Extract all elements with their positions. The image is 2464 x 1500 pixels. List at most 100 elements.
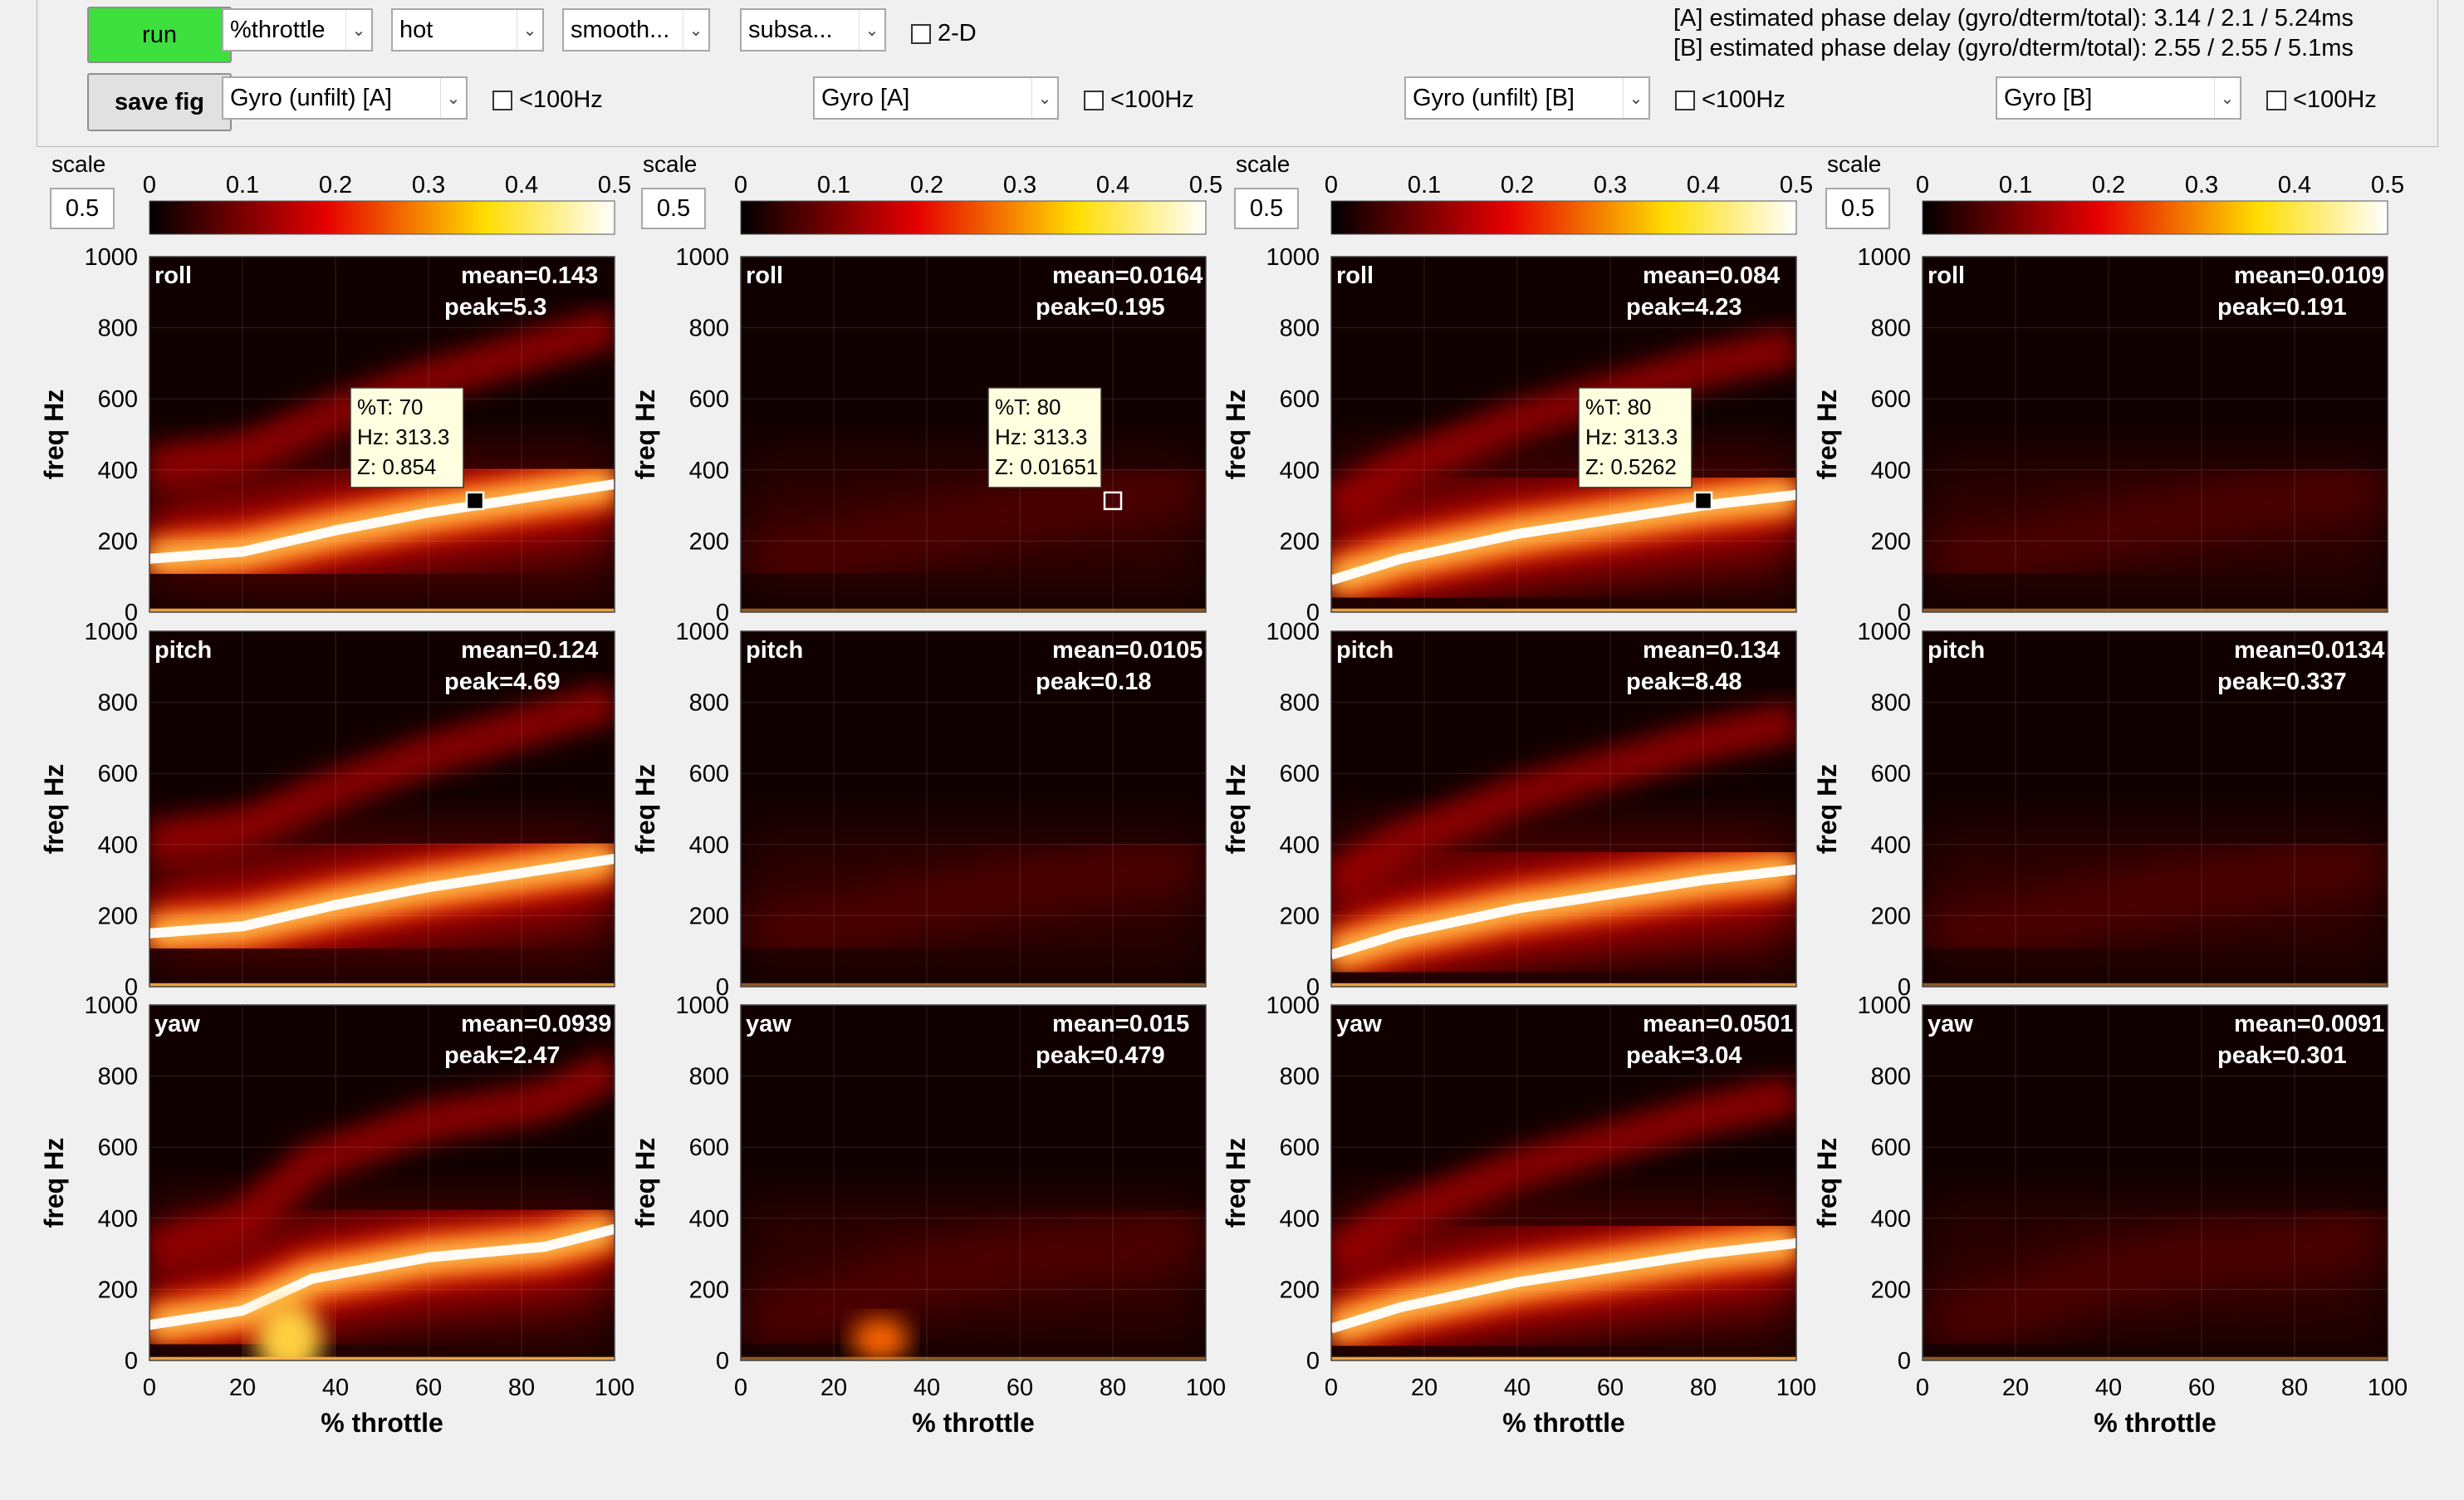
source-dropdown-col2[interactable]: Gyro [A] ⌄ — [813, 76, 1059, 120]
panel-axis-label: pitch — [154, 637, 212, 664]
colorbar-tick-label: 0.3 — [1003, 172, 1036, 199]
checkbox-box[interactable] — [2266, 90, 2286, 110]
y-tick-label: 400 — [1871, 832, 1911, 859]
y-tick-label: 1000 — [675, 619, 729, 645]
y-tick-label: 0 — [125, 1348, 138, 1375]
x-axis-label: % throttle — [1502, 1408, 1625, 1438]
panel-peak: peak=0.479 — [1036, 1042, 1165, 1069]
y-tick-label: 200 — [689, 1277, 729, 1303]
y-tick-label: 200 — [1871, 528, 1911, 555]
y-tick-label: 400 — [689, 1206, 729, 1233]
colorbar-tick-label: 0 — [1325, 172, 1338, 199]
y-tick-label: 1000 — [1857, 619, 1911, 645]
y-axis-label: freq Hz — [1221, 1138, 1251, 1228]
colorbar — [740, 200, 1207, 235]
y-tick-label: 600 — [98, 386, 138, 413]
x-tick-label: 0 — [143, 1375, 156, 1401]
y-axis-label: freq Hz — [39, 1138, 69, 1228]
scale-label-col3: scale — [1236, 151, 1291, 177]
x-tick-label: 100 — [1186, 1375, 1226, 1401]
y-tick-label: 400 — [98, 832, 138, 859]
checkbox-box[interactable] — [1084, 90, 1104, 110]
y-tick-label: 0 — [716, 600, 729, 626]
scale-input-col1[interactable]: 0.5 — [50, 188, 115, 229]
colormap-dropdown[interactable]: hot ⌄ — [391, 8, 544, 51]
colorbar-tick-label: 0.4 — [1096, 172, 1129, 199]
subsample-dropdown[interactable]: subsa... ⌄ — [740, 8, 886, 51]
scale-input-col3[interactable]: 0.5 — [1234, 188, 1299, 229]
y-tick-label: 0 — [1898, 974, 1911, 1001]
y-tick-label: 400 — [1871, 1206, 1911, 1233]
datatip-line: %T: 80 — [1585, 395, 1652, 419]
y-tick-label: 800 — [98, 316, 138, 342]
smoothing-dropdown[interactable]: smooth... ⌄ — [562, 8, 710, 51]
chevron-down-icon: ⌄ — [345, 10, 371, 50]
chevron-down-icon: ⌄ — [2214, 78, 2240, 118]
datatip-line: %T: 80 — [995, 395, 1061, 419]
source-dropdown-col3[interactable]: Gyro (unfilt) [B] ⌄ — [1404, 76, 1650, 120]
colorbar — [1922, 200, 2388, 235]
y-tick-label: 800 — [689, 1064, 729, 1091]
panel-peak: peak=0.301 — [2217, 1042, 2347, 1069]
checkbox-box[interactable] — [1675, 90, 1695, 110]
save-fig-button[interactable]: save fig — [87, 73, 232, 131]
y-axis-label: freq Hz — [1221, 764, 1251, 854]
x-tick-label: 80 — [1100, 1375, 1126, 1401]
panel-axis-label: pitch — [1928, 637, 1985, 664]
x-tick-label: 100 — [2368, 1375, 2408, 1401]
smoothing-value: smooth... — [571, 16, 670, 43]
lt100-label: <100Hz — [2293, 86, 2377, 113]
colorbar-tick-label: 0.3 — [2185, 172, 2218, 199]
datatip-line: %T: 70 — [357, 395, 424, 419]
y-tick-label: 600 — [1280, 1135, 1320, 1161]
scale-label-col2: scale — [643, 151, 698, 177]
datatip-marker[interactable] — [1103, 491, 1123, 511]
two-d-checkbox[interactable]: 2-D — [911, 20, 977, 47]
panel-mean: mean=0.0091 — [2234, 1011, 2384, 1037]
lt100-checkbox-col2[interactable]: <100Hz — [1084, 86, 1194, 114]
x-tick-label: 0 — [734, 1375, 747, 1401]
y-tick-label: 1000 — [84, 619, 138, 645]
datatip-marker[interactable] — [1693, 491, 1713, 511]
y-tick-label: 200 — [98, 903, 138, 929]
colorbar-tick-label: 0 — [1916, 172, 1929, 199]
panel-axis-label: pitch — [746, 637, 803, 664]
x-tick-label: 60 — [1597, 1375, 1624, 1401]
source-dropdown-col4[interactable]: Gyro [B] ⌄ — [1996, 76, 2241, 120]
source-value: Gyro (unfilt) [A] — [230, 84, 392, 111]
lt100-label: <100Hz — [519, 86, 603, 113]
y-tick-label: 600 — [98, 1135, 138, 1161]
datatip-marker[interactable] — [465, 491, 485, 511]
heatmap-panel-roll: 0 200 400 600 800 1000 freq Hz roll mean=0.0109 p… — [1812, 244, 2388, 626]
panel-mean: mean=0.084 — [1643, 262, 1780, 289]
datatip-line: Hz: 313.3 — [995, 424, 1087, 449]
y-tick-label: 600 — [1871, 761, 1911, 787]
x-mode-dropdown[interactable]: %throttle ⌄ — [222, 8, 373, 51]
lt100-label: <100Hz — [1110, 86, 1194, 113]
two-d-label: 2-D — [938, 20, 977, 47]
checkbox-box[interactable] — [911, 23, 931, 44]
source-value: Gyro (unfilt) [B] — [1413, 84, 1575, 111]
x-tick-label: 100 — [1776, 1375, 1816, 1401]
panel-axis-label: yaw — [1336, 1011, 1382, 1037]
y-tick-label: 600 — [689, 386, 729, 413]
lt100-checkbox-col3[interactable]: <100Hz — [1675, 86, 1786, 114]
y-tick-label: 800 — [1871, 1064, 1911, 1091]
scale-label-col4: scale — [1827, 151, 1882, 177]
source-dropdown-col1[interactable]: Gyro (unfilt) [A] ⌄ — [222, 76, 468, 120]
scale-input-col2[interactable]: 0.5 — [641, 188, 706, 229]
scale-label-col1: scale — [51, 151, 106, 177]
lt100-checkbox-col4[interactable]: <100Hz — [2266, 86, 2377, 114]
x-mode-value: %throttle — [230, 16, 326, 43]
heatmap-panel-roll: 0 200 400 600 800 1000 freq Hz roll mean=0.084 pe… — [1221, 244, 1797, 626]
datatip-line: Z: 0.5262 — [1585, 454, 1677, 479]
lt100-checkbox-col1[interactable]: <100Hz — [492, 86, 603, 114]
y-tick-label: 200 — [689, 528, 729, 555]
checkbox-box[interactable] — [492, 90, 512, 110]
scale-input-col4[interactable]: 0.5 — [1825, 188, 1890, 229]
y-tick-label: 200 — [689, 903, 729, 929]
run-button[interactable]: run — [87, 7, 232, 63]
x-tick-label: 20 — [821, 1375, 847, 1401]
